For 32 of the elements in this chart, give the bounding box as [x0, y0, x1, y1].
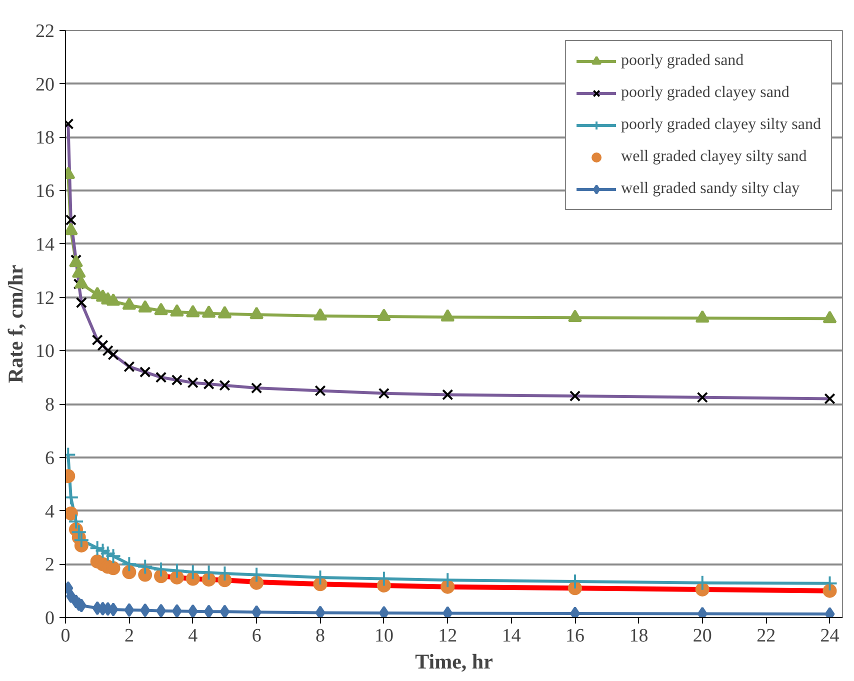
y-tick-label: 12: [36, 288, 54, 309]
x-tick-label: 6: [252, 626, 262, 646]
legend-label: well graded clayey silty sand: [621, 148, 807, 166]
legend-label: poorly graded sand: [621, 52, 744, 70]
x-tick-label: 8: [316, 626, 326, 646]
y-tick-label: 22: [36, 21, 54, 42]
y-tick-label: 16: [36, 181, 54, 202]
y-tick-label: 20: [36, 74, 54, 96]
y-tick-label: 8: [45, 394, 54, 416]
y-tick-label: 0: [45, 608, 54, 629]
legend-label: poorly graded clayey silty sand: [621, 116, 821, 134]
x-tick-label: 14: [502, 626, 522, 646]
x-tick-label: 0: [60, 626, 70, 646]
y-axis-title: Rate f, cm/hr: [4, 264, 28, 384]
y-tick-label: 14: [36, 234, 55, 256]
x-tick-label: 18: [629, 626, 648, 646]
legend-label: well graded sandy silty clay: [621, 180, 800, 198]
x-tick-label: 16: [566, 626, 585, 646]
x-tick-label: 12: [438, 626, 458, 646]
y-tick-label: 6: [45, 448, 54, 469]
y-tick-label: 18: [36, 128, 54, 149]
x-axis-title: Time, hr: [415, 650, 493, 674]
y-tick-label: 10: [36, 341, 54, 362]
x-tick-label: 20: [692, 626, 712, 646]
y-tick-label: 2: [45, 554, 54, 576]
x-tick-label: 22: [756, 626, 776, 646]
legend-label: poorly graded clayey sand: [621, 84, 790, 102]
x-tick-label: 24: [820, 626, 840, 646]
x-tick-label: 4: [188, 626, 198, 646]
x-tick-label: 10: [374, 626, 394, 646]
y-tick-label: 4: [45, 501, 55, 522]
x-tick-label: 2: [124, 626, 134, 646]
